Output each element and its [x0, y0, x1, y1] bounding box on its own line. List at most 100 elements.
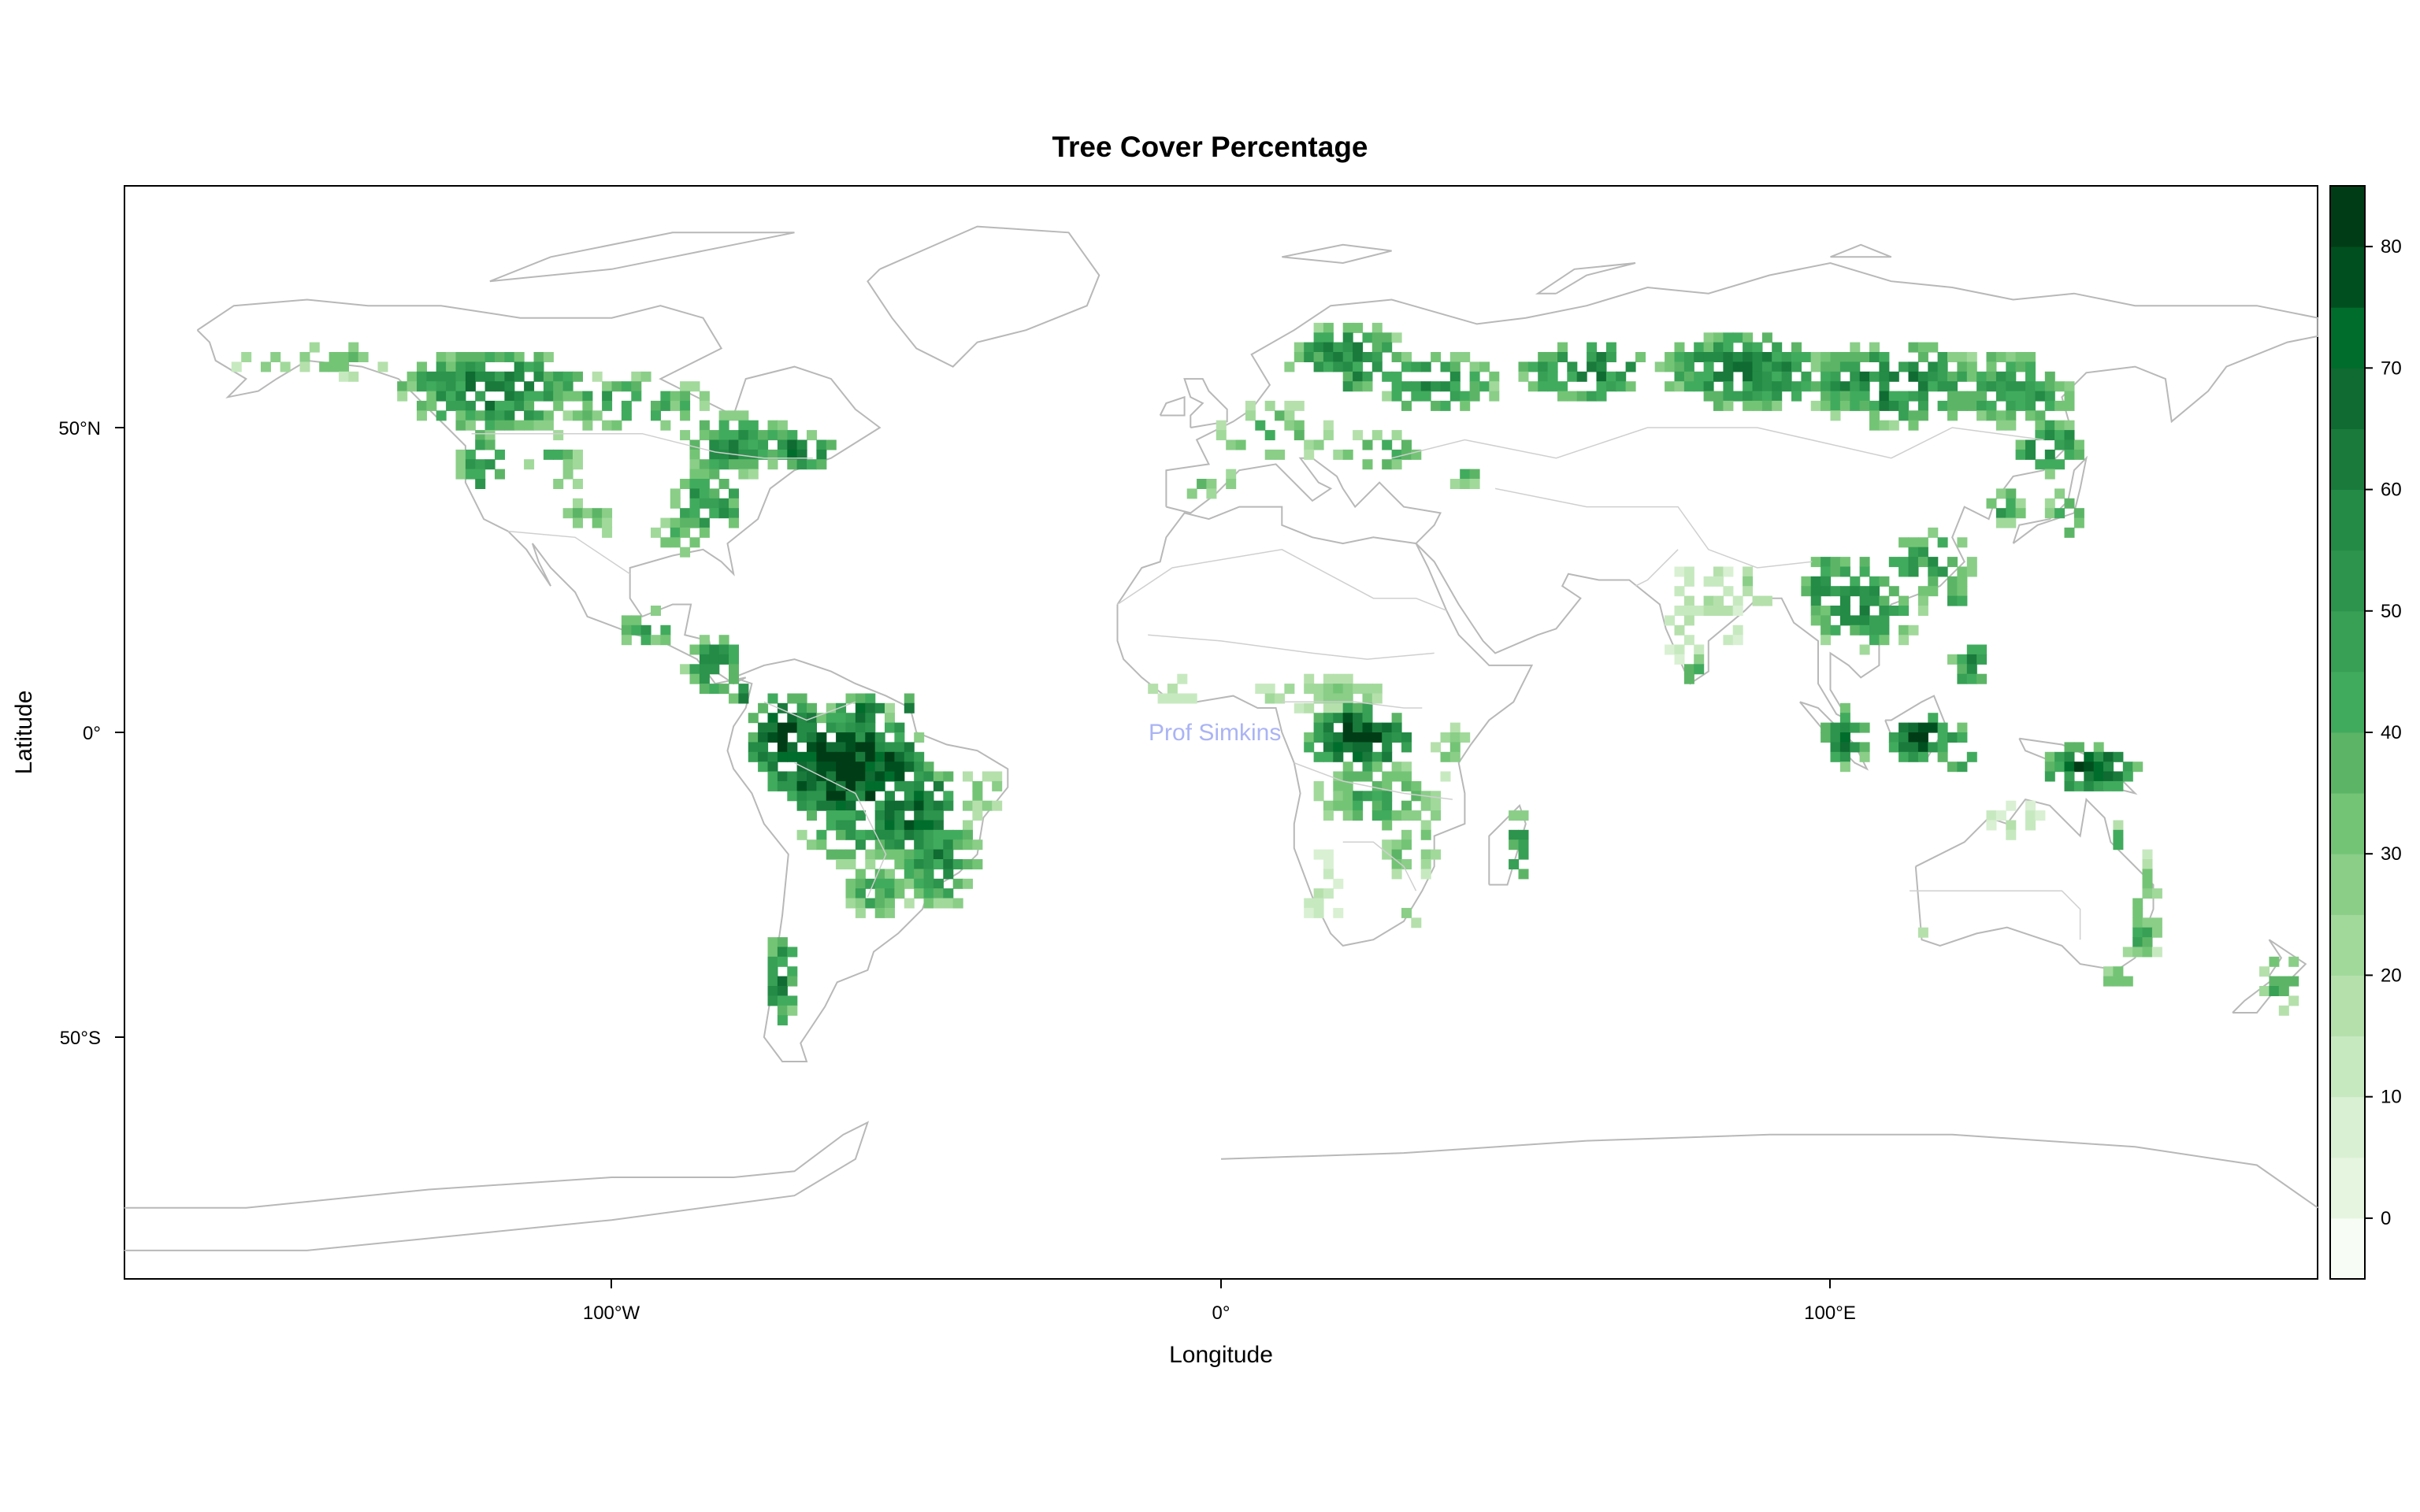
tree-cover-cell	[2035, 420, 2046, 431]
tree-cover-cell	[943, 898, 954, 909]
tree-cover-cell	[1226, 479, 1237, 489]
tree-cover-cell	[1723, 586, 1734, 597]
tree-cover-cell	[2064, 771, 2075, 782]
tree-cover-cell	[1323, 751, 1334, 762]
tree-cover-cell	[836, 829, 847, 840]
tree-cover-cell	[2113, 771, 2124, 782]
tree-cover-cell	[1382, 742, 1393, 753]
tree-cover-cell	[933, 898, 944, 909]
tree-cover-cell	[1342, 780, 1353, 791]
tree-cover-cell	[553, 430, 564, 441]
tree-cover-cell	[1382, 800, 1393, 811]
coastline-path	[196, 298, 882, 685]
tree-cover-cell	[1830, 410, 1841, 421]
tree-cover-cell	[914, 878, 925, 889]
tree-cover-cell	[1304, 449, 1315, 460]
tree-cover-cell	[777, 439, 788, 450]
tree-cover-cell	[1839, 586, 1850, 597]
tree-cover-cell	[894, 829, 905, 840]
tree-cover-cell	[1275, 693, 1286, 704]
tree-cover-cell	[943, 869, 954, 880]
tree-cover-cell	[807, 430, 817, 441]
tree-cover-cell	[1323, 361, 1334, 372]
tree-cover-cell	[1333, 751, 1344, 762]
colorbar-swatch	[2330, 368, 2365, 429]
tree-cover-cell	[592, 371, 603, 382]
tree-cover-cell	[543, 410, 554, 421]
tree-cover-cell	[1245, 400, 1256, 411]
tree-cover-cell	[1489, 391, 1500, 402]
tree-cover-cell	[933, 810, 944, 821]
tree-cover-cell	[1772, 352, 1783, 362]
tree-cover-cell	[816, 732, 827, 743]
tree-cover-cell	[1420, 869, 1431, 880]
tree-cover-cell	[952, 859, 963, 869]
tree-cover-cell	[553, 479, 564, 489]
tree-cover-cell	[1839, 615, 1850, 626]
colorbar-tick-label: 40	[2381, 722, 2402, 743]
tree-cover-cell	[1694, 342, 1705, 353]
tree-cover-cell	[514, 400, 525, 411]
tree-cover-cell	[1382, 732, 1393, 743]
tree-cover-cell	[1810, 381, 1821, 392]
tree-cover-cell	[1899, 742, 1910, 753]
tree-cover-cell	[660, 635, 671, 646]
tree-cover-cell	[914, 800, 925, 811]
tree-cover-cell	[1401, 732, 1412, 743]
tree-cover-cell	[1703, 342, 1714, 353]
tree-cover-cell	[2142, 888, 2153, 899]
tree-cover-cell	[943, 849, 954, 860]
tree-cover-cell	[1908, 537, 1919, 548]
tree-cover-cell	[339, 361, 349, 372]
tree-cover-cell	[1431, 810, 1442, 821]
tree-cover-cell	[758, 751, 769, 762]
tree-cover-cell	[1713, 371, 1724, 382]
tree-cover-cell	[1869, 635, 1880, 646]
tree-cover-cell	[1294, 702, 1305, 713]
tree-cover-cell	[1743, 381, 1754, 392]
tree-cover-cell	[1216, 430, 1227, 441]
tree-cover-cell	[495, 469, 505, 480]
tree-cover-cell	[729, 517, 739, 528]
tree-cover-cell	[2073, 439, 2084, 450]
tree-cover-cell	[2006, 820, 2017, 831]
tree-cover-cell	[816, 829, 827, 840]
tree-cover-cell	[855, 780, 866, 791]
tree-cover-cell	[1732, 332, 1743, 343]
colorbar-swatch	[2330, 1036, 2365, 1098]
tree-cover-cell	[2122, 762, 2133, 773]
tree-cover-cell	[2025, 371, 2036, 382]
country-border	[471, 432, 813, 459]
coastline-path	[1282, 243, 1392, 265]
tree-cover-cell	[1859, 391, 1870, 402]
tree-cover-cell	[2073, 508, 2084, 519]
tree-cover-cell	[1538, 381, 1549, 392]
tree-cover-cell	[943, 800, 954, 811]
tree-cover-cell	[1625, 361, 1636, 372]
tree-cover-cell	[1694, 381, 1705, 392]
tree-cover-cell	[1323, 732, 1334, 743]
tree-cover-cell	[1976, 673, 1988, 684]
tree-cover-cell	[767, 771, 778, 782]
tree-cover-cell	[914, 780, 925, 791]
colorbar-swatch	[2330, 1157, 2365, 1219]
tree-cover-cell	[1391, 771, 1402, 782]
tree-cover-cell	[689, 449, 700, 460]
tree-cover-cell	[1888, 400, 1899, 411]
tree-cover-cell	[1937, 751, 1948, 762]
tree-cover-cell	[543, 391, 554, 402]
tree-cover-cell	[972, 859, 983, 869]
tree-cover-cell	[1713, 332, 1724, 343]
tree-cover-cell	[1518, 869, 1529, 880]
tree-cover-cell	[767, 449, 778, 460]
tree-cover-cell	[718, 410, 729, 421]
tree-cover-cell	[963, 839, 973, 850]
tree-cover-cell	[436, 361, 447, 372]
tree-cover-cell	[885, 829, 895, 840]
y-axis: 50°N 0° 50°S Latitude	[11, 418, 124, 1049]
tree-cover-cell	[1391, 810, 1402, 821]
tree-cover-cell	[1469, 391, 1480, 402]
tree-cover-cell	[1264, 693, 1275, 704]
tree-cover-cell	[826, 702, 837, 713]
tree-cover-cell	[1879, 615, 1890, 626]
